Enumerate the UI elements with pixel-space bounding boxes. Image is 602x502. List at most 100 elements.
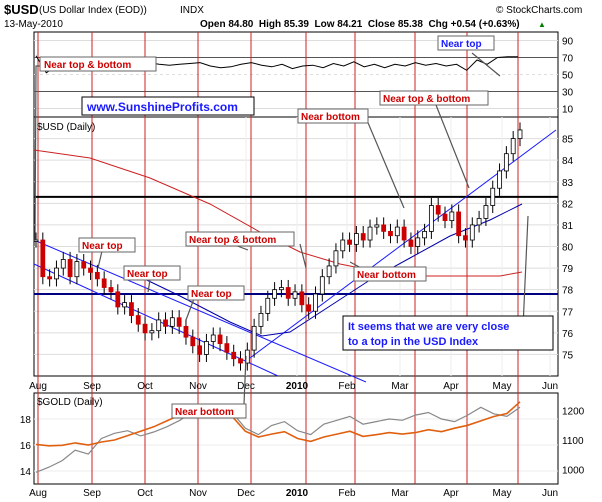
price-candle-body bbox=[469, 224, 475, 241]
price-candle-body bbox=[135, 315, 141, 325]
price-candle-body bbox=[497, 170, 502, 189]
price-candle-body bbox=[428, 205, 434, 232]
rsi-tick-label: 70 bbox=[562, 54, 574, 65]
price-candle-body bbox=[483, 205, 489, 219]
price-candle-body bbox=[129, 302, 134, 316]
price-candle-body bbox=[40, 239, 46, 278]
price-candle-body bbox=[88, 267, 93, 273]
price-candle-body bbox=[510, 138, 516, 155]
silver-line bbox=[35, 406, 521, 473]
price-candle-body bbox=[292, 291, 298, 299]
price-candle-body bbox=[517, 129, 523, 139]
price-candle-body bbox=[258, 313, 264, 327]
annotation-near-top-bottom-apr: Near top & bottom bbox=[379, 90, 489, 106]
callout-line-1: It seems that we are very close bbox=[348, 321, 509, 333]
callout-line-2: to a top in the USD Index bbox=[348, 336, 479, 348]
price-candle-body bbox=[333, 250, 339, 267]
price-candle-body bbox=[101, 278, 107, 288]
price-tick-label: 76 bbox=[562, 329, 574, 340]
price-candle-body bbox=[74, 261, 80, 278]
gold-series bbox=[35, 401, 521, 473]
gold-x-tick-label: Feb bbox=[338, 488, 356, 499]
price-x-tick-label: Apr bbox=[443, 381, 459, 392]
up-arrow-icon: ▲ bbox=[538, 20, 546, 29]
gold-panel bbox=[33, 392, 559, 485]
svg-text:Near bottom: Near bottom bbox=[301, 112, 360, 123]
price-candle-body bbox=[415, 237, 421, 247]
chart-symbol: $USD bbox=[4, 2, 39, 17]
price-x-tick-label: Feb bbox=[338, 381, 356, 392]
gold-x-tick-label: Dec bbox=[237, 488, 255, 499]
price-candle-body bbox=[156, 319, 162, 332]
price-candle-body bbox=[169, 317, 175, 327]
annotation-near-bottom-feb-low: Near bottom bbox=[353, 266, 427, 282]
rsi-tick-label: 10 bbox=[562, 105, 574, 116]
price-candle-body bbox=[210, 334, 216, 342]
price-tick-label: 78 bbox=[562, 286, 574, 297]
price-candle-body bbox=[217, 334, 223, 345]
svg-text:Near bottom: Near bottom bbox=[357, 270, 416, 281]
price-candle-body bbox=[183, 325, 189, 338]
chart-name: (US Dollar Index (EOD)) bbox=[39, 5, 147, 16]
moving-average-200 bbox=[33, 149, 523, 277]
svg-text:Near top: Near top bbox=[191, 289, 232, 300]
price-tick-label: 83 bbox=[562, 178, 574, 189]
gold-left-tick-label: 16 bbox=[20, 441, 32, 452]
moving-average-50 bbox=[129, 203, 523, 337]
price-candle-body bbox=[388, 230, 393, 237]
price-x-tick-label: Mar bbox=[391, 381, 409, 392]
price-candle-body bbox=[149, 330, 155, 334]
annotation-near-bottom-dec: Near bottom bbox=[171, 403, 247, 419]
svg-text:Near top & bottom: Near top & bottom bbox=[383, 94, 470, 105]
price-candle-body bbox=[374, 224, 380, 228]
rsi-tick-label: 90 bbox=[562, 37, 574, 48]
gold-right-tick-label: 1000 bbox=[562, 465, 585, 476]
gold-right-tick-label: 1100 bbox=[562, 436, 584, 447]
price-candle-body bbox=[163, 319, 168, 327]
price-candle-body bbox=[408, 239, 414, 247]
price-candle-body bbox=[231, 351, 237, 360]
rsi-tick-label: 30 bbox=[562, 88, 574, 99]
gold-panel-label: $GOLD (Daily) bbox=[37, 397, 103, 408]
price-x-tick-label: Jun bbox=[542, 381, 558, 392]
annotation-near-top-may: Near top bbox=[437, 35, 495, 51]
gold-x-tick-label: Sep bbox=[83, 488, 101, 499]
svg-text:Near top: Near top bbox=[441, 39, 482, 50]
price-candle-body bbox=[299, 291, 305, 306]
gold-left-tick-label: 14 bbox=[20, 467, 32, 478]
price-candle-body bbox=[33, 239, 39, 242]
price-tick-label: 85 bbox=[562, 135, 574, 146]
price-candle-body bbox=[490, 187, 496, 206]
price-candle-body bbox=[67, 259, 73, 278]
price-candle-body bbox=[456, 211, 462, 237]
price-candle-body bbox=[81, 261, 87, 269]
price-candle-body bbox=[347, 239, 352, 245]
svg-text:Near top: Near top bbox=[82, 241, 123, 252]
gold-left-tick-label: 18 bbox=[20, 415, 32, 426]
conclusion-callout: It seems that we are very close to a top… bbox=[342, 315, 554, 351]
price-candle-body bbox=[285, 287, 291, 299]
price-x-tick-label: Aug bbox=[29, 381, 47, 392]
gold-x-tick-label: Oct bbox=[137, 488, 153, 499]
price-candle-body bbox=[503, 153, 509, 172]
price-candle-body bbox=[463, 235, 468, 241]
price-candle-body bbox=[238, 358, 243, 364]
gold-x-tick-label: Mar bbox=[391, 488, 409, 499]
price-candle-body bbox=[360, 233, 366, 241]
price-candle-body bbox=[176, 317, 182, 327]
price-tick-label: 77 bbox=[562, 307, 574, 318]
gold-x-tick-label: Apr bbox=[443, 488, 459, 499]
svg-text:Near top: Near top bbox=[127, 269, 168, 280]
gold-right-tick-label: 1200 bbox=[562, 407, 585, 418]
price-candle-body bbox=[449, 211, 455, 221]
price-candle-body bbox=[108, 287, 114, 293]
svg-text:Near top & bottom: Near top & bottom bbox=[189, 235, 276, 246]
price-candle-body bbox=[340, 239, 346, 252]
website-label: www.SunshineProfits.com bbox=[86, 100, 238, 114]
price-x-tick-label: 2010 bbox=[286, 381, 309, 392]
vertical-red-lines bbox=[37, 32, 519, 484]
price-tick-label: 84 bbox=[562, 156, 574, 167]
price-candle-body bbox=[381, 224, 387, 232]
gold-x-tick-label: 2010 bbox=[286, 488, 309, 499]
